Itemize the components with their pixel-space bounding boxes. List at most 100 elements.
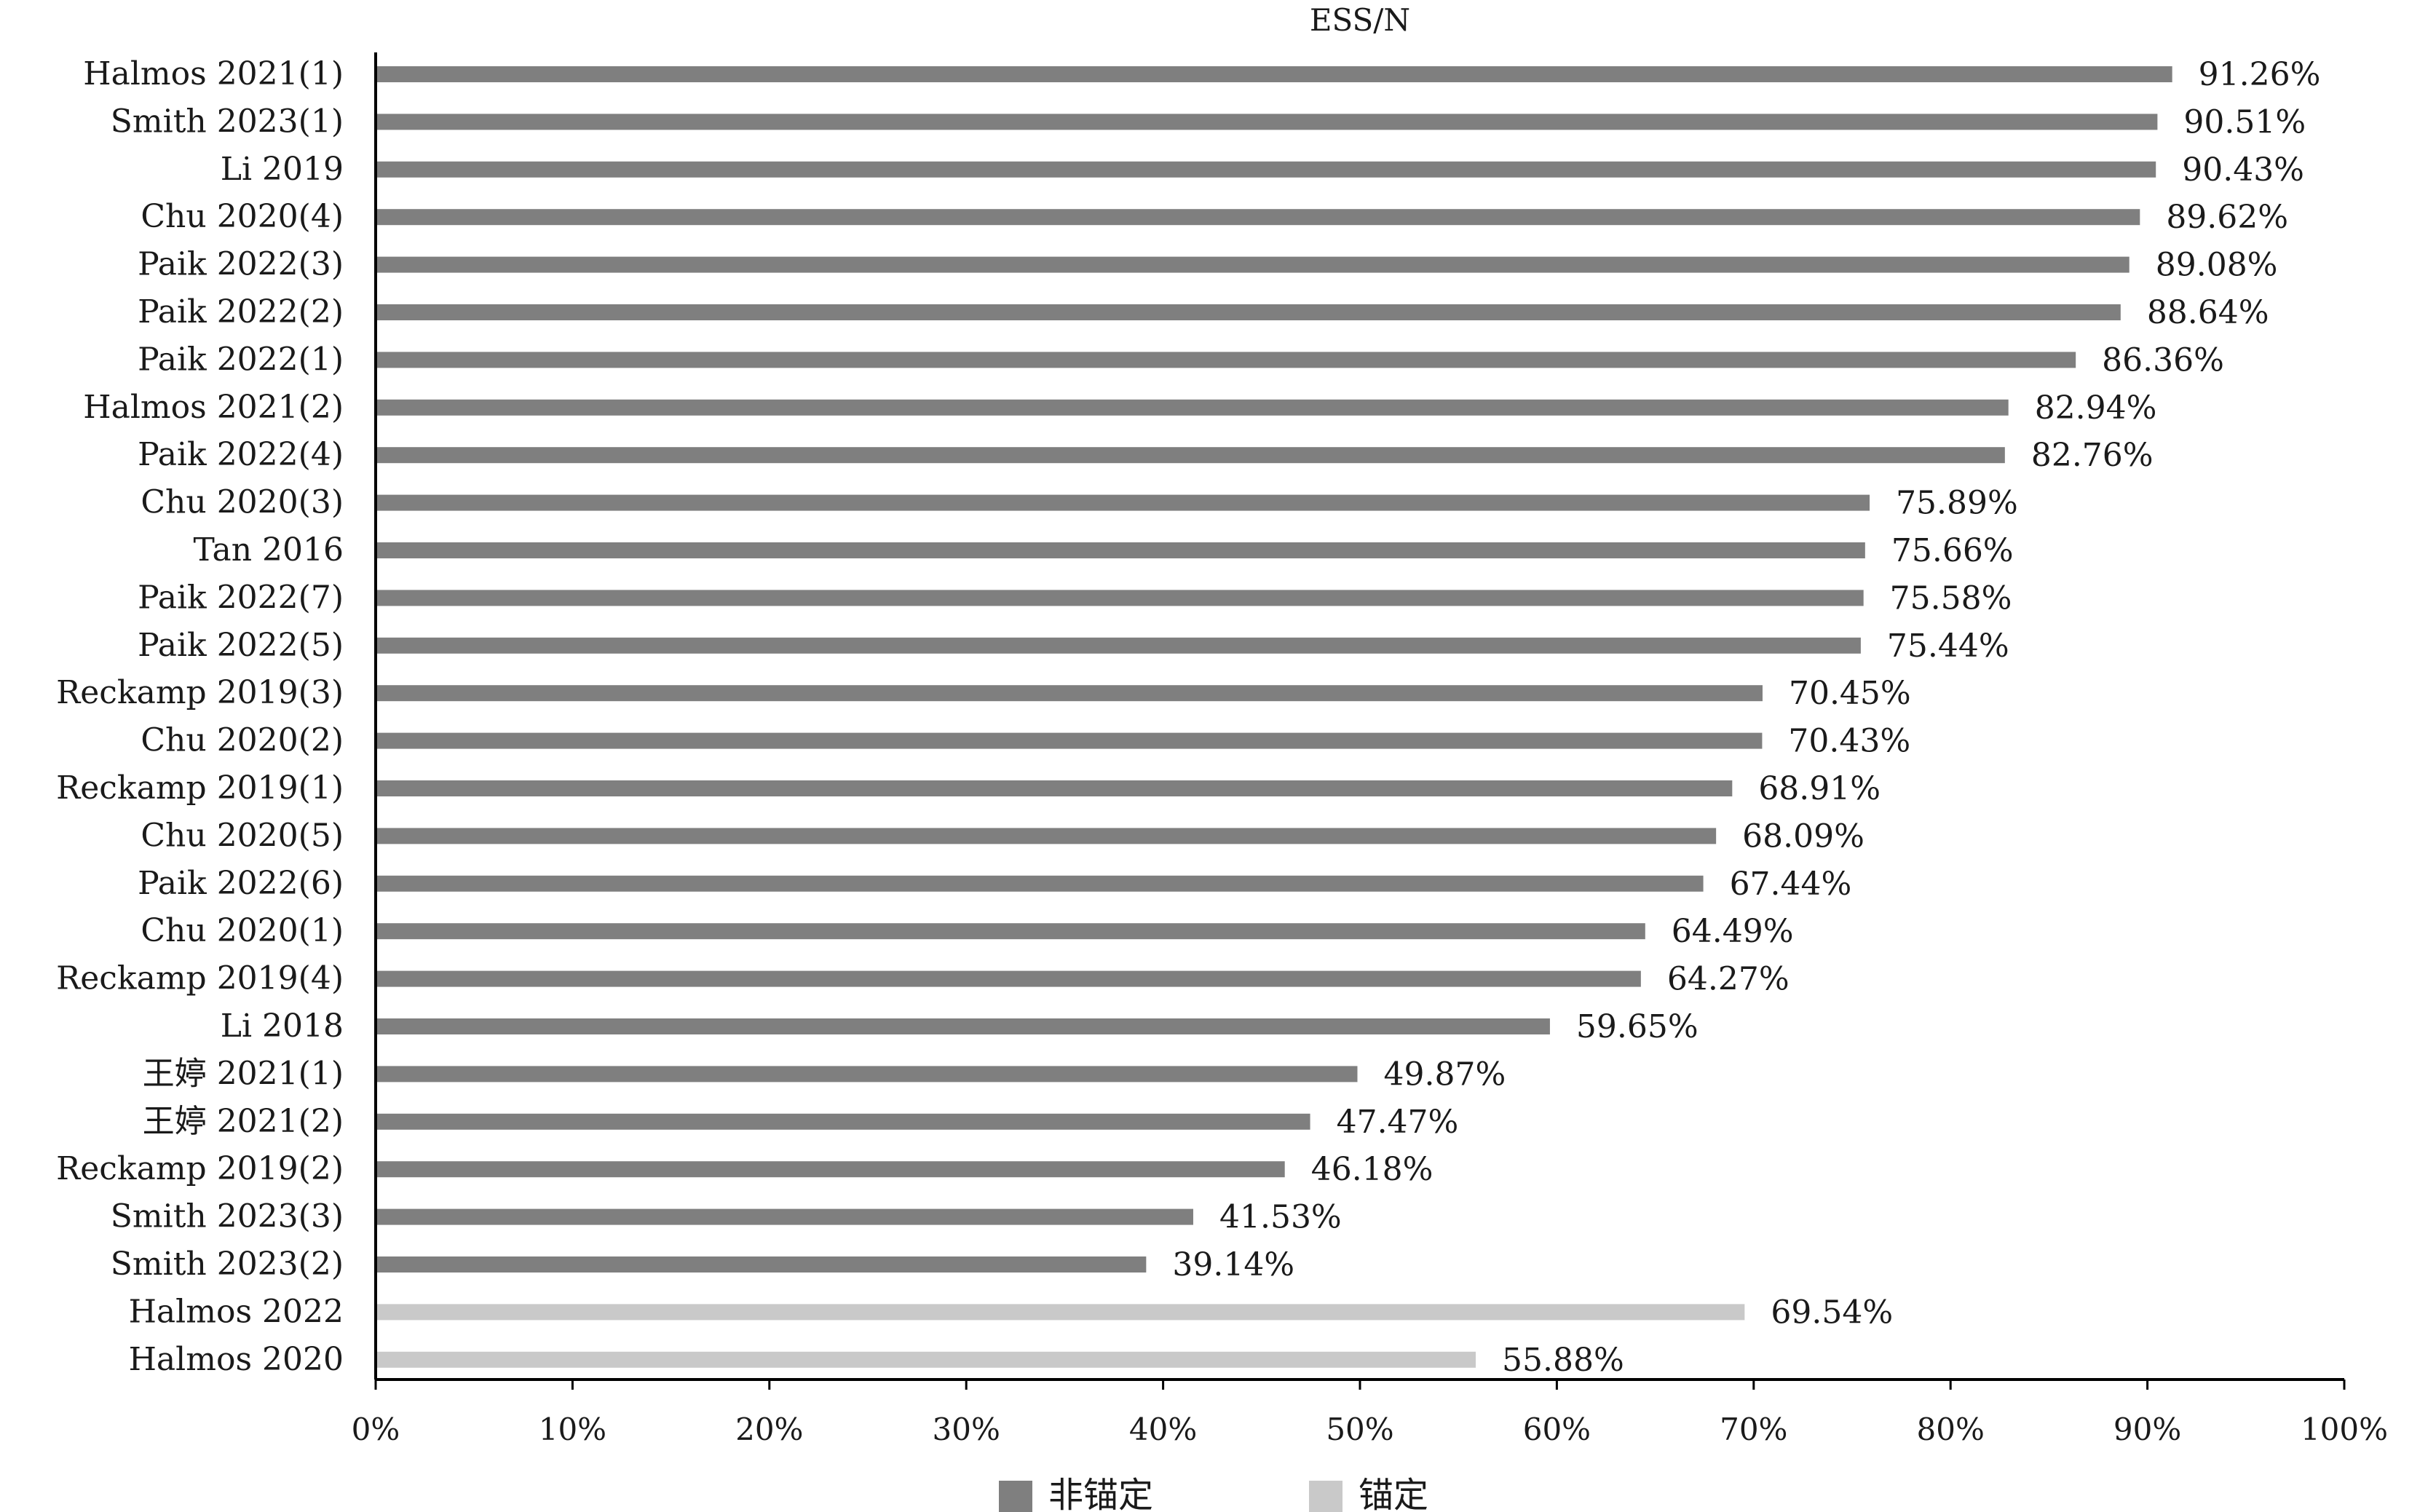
bar xyxy=(376,828,1717,844)
bar xyxy=(376,970,1641,987)
data-label: 64.27% xyxy=(1667,961,1790,998)
axes: 0% 10% 20% 30% 40% 50% 60% 70% 80% 90% 100% xyxy=(352,52,2388,1447)
x-tick-label: 10% xyxy=(539,1412,606,1447)
x-tick-label: 60% xyxy=(1523,1412,1591,1447)
data-label: 46.18% xyxy=(1311,1151,1433,1188)
data-label: 64.49% xyxy=(1672,913,1794,950)
category-label: Paik 2022(5) xyxy=(138,627,344,664)
x-tick-label: 70% xyxy=(1720,1412,1787,1447)
bar xyxy=(376,1161,1285,1178)
bar xyxy=(376,685,1763,702)
bar xyxy=(376,1066,1358,1082)
data-label: 67.44% xyxy=(1730,866,1852,903)
category-label: Halmos 2021(1) xyxy=(83,55,344,92)
bar xyxy=(376,352,2076,368)
category-label: Tan 2016 xyxy=(194,531,344,569)
category-label: Chu 2020(5) xyxy=(141,817,344,854)
data-label: 69.54% xyxy=(1771,1294,1893,1331)
category-label: Chu 2020(3) xyxy=(141,484,344,521)
legend-swatch xyxy=(999,1481,1032,1512)
category-label: 王婷 2021(2) xyxy=(143,1103,344,1140)
data-label: 91.26% xyxy=(2199,56,2321,93)
data-label: 41.53% xyxy=(1219,1199,1342,1236)
bar xyxy=(376,542,1865,558)
x-tick-label: 40% xyxy=(1129,1412,1197,1447)
data-label: 47.47% xyxy=(1337,1104,1459,1141)
bar xyxy=(376,875,1704,892)
bar xyxy=(376,1208,1193,1225)
bar xyxy=(376,1256,1147,1272)
category-label: Smith 2023(3) xyxy=(111,1198,344,1235)
x-tick-label: 50% xyxy=(1326,1412,1393,1447)
category-label: 王婷 2021(1) xyxy=(143,1055,344,1092)
bar xyxy=(376,304,2121,320)
x-tick-label: 20% xyxy=(735,1412,803,1447)
data-label: 39.14% xyxy=(1172,1246,1294,1283)
data-label: 75.66% xyxy=(1891,532,2014,569)
data-label: 75.89% xyxy=(1896,485,2018,522)
category-label: Chu 2020(4) xyxy=(141,198,344,235)
data-label: 68.91% xyxy=(1758,770,1881,807)
category-label: Chu 2020(2) xyxy=(141,722,344,759)
x-tick-label: 90% xyxy=(2113,1412,2181,1447)
bar xyxy=(376,494,1870,511)
bars-layer xyxy=(376,66,2172,1368)
x-tick-label: 30% xyxy=(933,1412,1000,1447)
category-labels: Halmos 2021(1) Smith 2023(1) Li 2019 Chu 20… xyxy=(56,55,344,1378)
x-tick-label: 0% xyxy=(352,1412,400,1447)
data-label: 70.45% xyxy=(1789,675,1911,712)
bar xyxy=(376,256,2129,273)
category-label: Halmos 2022 xyxy=(129,1293,344,1330)
legend: 非锚定 锚定 xyxy=(999,1475,1428,1512)
bar xyxy=(376,209,2140,226)
category-label: Li 2018 xyxy=(221,1008,344,1045)
chart-title: ESS/N xyxy=(1310,2,1410,38)
bar xyxy=(376,1113,1310,1130)
x-tick-label: 80% xyxy=(1917,1412,1985,1447)
legend-label: 锚定 xyxy=(1359,1475,1428,1512)
category-label: Reckamp 2019(1) xyxy=(56,769,344,807)
bar xyxy=(376,447,2005,464)
bar xyxy=(376,1018,1550,1034)
category-label: Reckamp 2019(3) xyxy=(56,674,344,711)
bar xyxy=(376,399,2009,416)
x-tick-label: 100% xyxy=(2301,1412,2388,1447)
bar xyxy=(376,637,1861,654)
data-label: 55.88% xyxy=(1502,1342,1624,1379)
category-label: Reckamp 2019(2) xyxy=(56,1150,344,1187)
bar xyxy=(376,114,2158,130)
data-label: 86.36% xyxy=(2102,341,2224,379)
legend-swatch xyxy=(1309,1481,1342,1512)
data-label: 90.51% xyxy=(2183,103,2306,140)
data-label: 89.08% xyxy=(2156,247,2278,284)
category-label: Li 2019 xyxy=(221,151,344,188)
data-label: 68.09% xyxy=(1742,818,1864,855)
category-label: Smith 2023(1) xyxy=(111,103,344,140)
data-label: 49.87% xyxy=(1383,1056,1506,1093)
category-label: Reckamp 2019(4) xyxy=(56,960,344,997)
data-label: 82.94% xyxy=(2035,389,2157,427)
legend-label: 非锚定 xyxy=(1048,1475,1153,1512)
category-label: Halmos 2020 xyxy=(129,1341,344,1378)
category-label: Paik 2022(2) xyxy=(138,293,344,330)
category-label: Smith 2023(2) xyxy=(111,1246,344,1283)
value-labels: 91.26% 90.51% 90.43% 89.62% 89.08% 88.64% 86.3… xyxy=(1172,56,2320,1379)
data-label: 75.58% xyxy=(1890,579,2012,617)
data-label: 89.62% xyxy=(2166,199,2288,236)
data-label: 70.43% xyxy=(1788,723,1910,760)
bar xyxy=(376,780,1733,796)
category-label: Paik 2022(4) xyxy=(138,436,344,473)
category-label: Paik 2022(1) xyxy=(138,341,344,378)
category-label: Paik 2022(7) xyxy=(138,579,344,616)
bar xyxy=(376,923,1645,940)
bar xyxy=(376,161,2156,178)
category-label: Paik 2022(6) xyxy=(138,865,344,902)
data-label: 88.64% xyxy=(2147,294,2269,331)
bar xyxy=(376,1304,1745,1321)
data-label: 90.43% xyxy=(2182,151,2304,189)
category-label: Paik 2022(3) xyxy=(138,246,344,283)
bar xyxy=(376,732,1763,749)
data-label: 75.44% xyxy=(1887,628,2009,665)
category-label: Chu 2020(1) xyxy=(141,912,344,949)
bar xyxy=(376,1351,1476,1368)
